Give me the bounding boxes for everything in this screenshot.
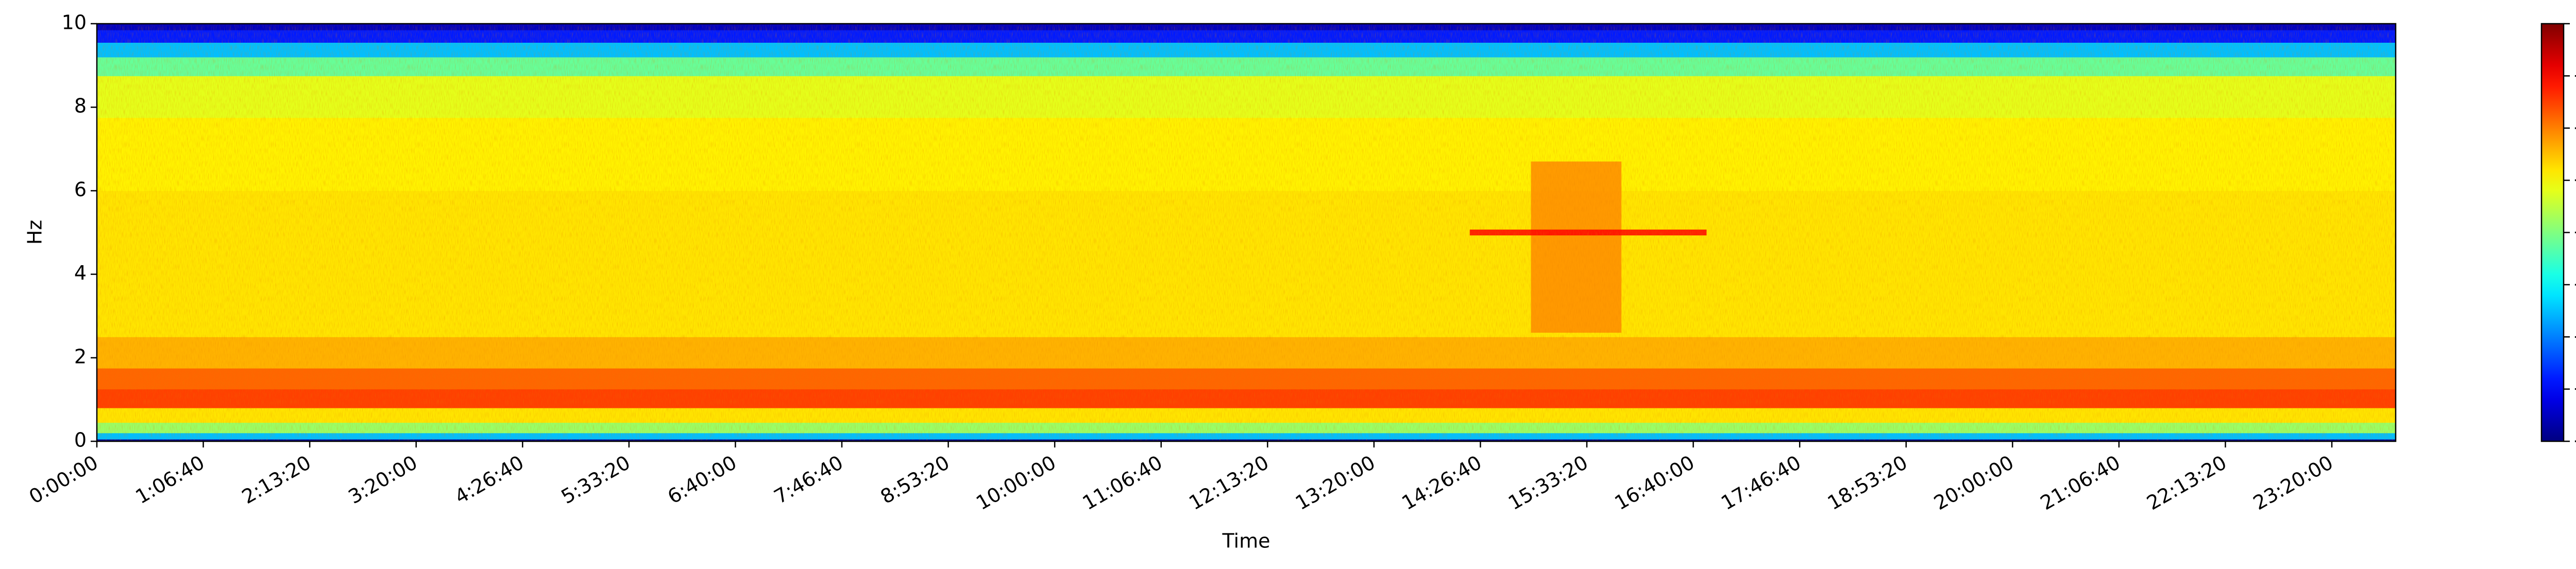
- x-tick-label: 5:33:20: [557, 451, 634, 508]
- x-tick-label: 12:13:20: [1185, 451, 1273, 514]
- x-tick-label: 7:46:40: [770, 451, 847, 508]
- x-tick-label: 14:26:40: [1398, 451, 1485, 514]
- x-tick-label: 21:06:40: [2037, 451, 2124, 514]
- y-tick-label: 6: [74, 178, 87, 201]
- x-tick-label: 2:13:20: [238, 451, 315, 508]
- plot-frame: [96, 23, 2397, 442]
- colorbar-tick-label: -30 dB: [2574, 168, 2576, 191]
- y-tick-label: 2: [74, 345, 87, 368]
- colorbar-tick-label: -60 dB: [2574, 324, 2576, 347]
- x-tick-label: 3:20:00: [345, 451, 421, 508]
- colorbar-tick-label: -80 dB: [2574, 429, 2576, 452]
- x-tick-label: 18:53:20: [1824, 451, 1911, 514]
- x-tick-label: 0:00:00: [25, 451, 102, 508]
- colorbar-tick-label: -40 dB: [2574, 220, 2576, 243]
- x-tick-label: 1:06:40: [131, 451, 208, 508]
- colorbar-tick-label: -50 dB: [2574, 272, 2576, 295]
- x-tick-label: 8:53:20: [876, 451, 953, 508]
- x-axis-label: Time: [1222, 530, 1270, 553]
- x-tick-label: 20:00:00: [1930, 451, 2018, 514]
- x-tick-label: 11:06:40: [1079, 451, 1166, 514]
- y-axis-label: Hz: [24, 220, 46, 245]
- x-tick-label: 10:00:00: [972, 451, 1060, 514]
- colorbar: [2540, 23, 2565, 442]
- y-tick-label: 8: [74, 95, 87, 117]
- x-tick-label: 17:46:40: [1717, 451, 1805, 514]
- x-tick-label: 23:20:00: [2249, 451, 2337, 514]
- colorbar-tick-label: -20 dB: [2574, 115, 2576, 138]
- y-tick-label: 4: [74, 262, 87, 284]
- x-tick-label: 15:33:20: [1504, 451, 1592, 514]
- colorbar-tick-label: +0 dB: [2574, 11, 2576, 34]
- colorbar-tick-label: -70 dB: [2574, 376, 2576, 399]
- colorbar-tick-label: -10 dB: [2574, 63, 2576, 86]
- y-tick-label: 0: [74, 429, 87, 452]
- x-tick-label: 6:40:00: [664, 451, 740, 508]
- texture: [97, 24, 2396, 441]
- y-tick-label: 10: [62, 11, 87, 34]
- x-tick-label: 22:13:20: [2143, 451, 2230, 514]
- x-tick-label: 13:20:00: [1292, 451, 1379, 514]
- x-tick-label: 16:40:00: [1611, 451, 1699, 514]
- x-tick-label: 4:26:40: [451, 451, 528, 508]
